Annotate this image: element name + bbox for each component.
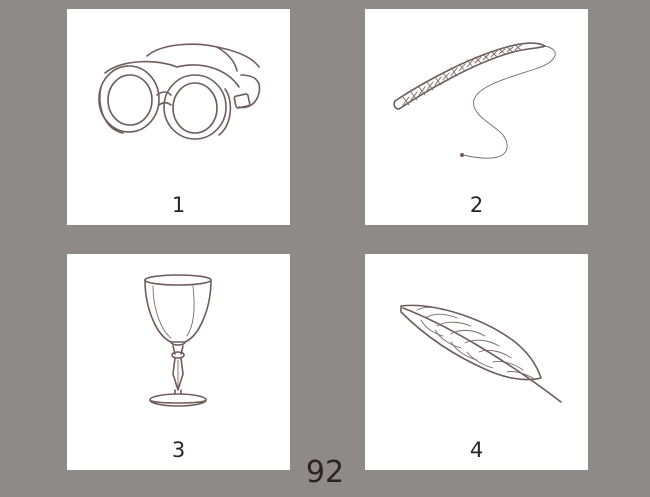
card-number-2: 2 xyxy=(469,193,484,217)
page-number: 92 xyxy=(305,455,345,490)
card-number-1: 1 xyxy=(171,193,186,217)
card-number-4: 4 xyxy=(469,438,484,462)
picture-card-3: 3 xyxy=(67,254,290,470)
picture-card-2: 2 xyxy=(365,9,588,225)
whip-icon xyxy=(393,42,556,159)
picture-card-1: 1 xyxy=(67,9,290,225)
card-number-3: 3 xyxy=(171,438,186,462)
goggles-icon xyxy=(98,43,261,140)
wine-glass-icon xyxy=(144,274,212,407)
feather-icon xyxy=(400,304,562,403)
picture-card-4: 4 xyxy=(365,254,588,470)
